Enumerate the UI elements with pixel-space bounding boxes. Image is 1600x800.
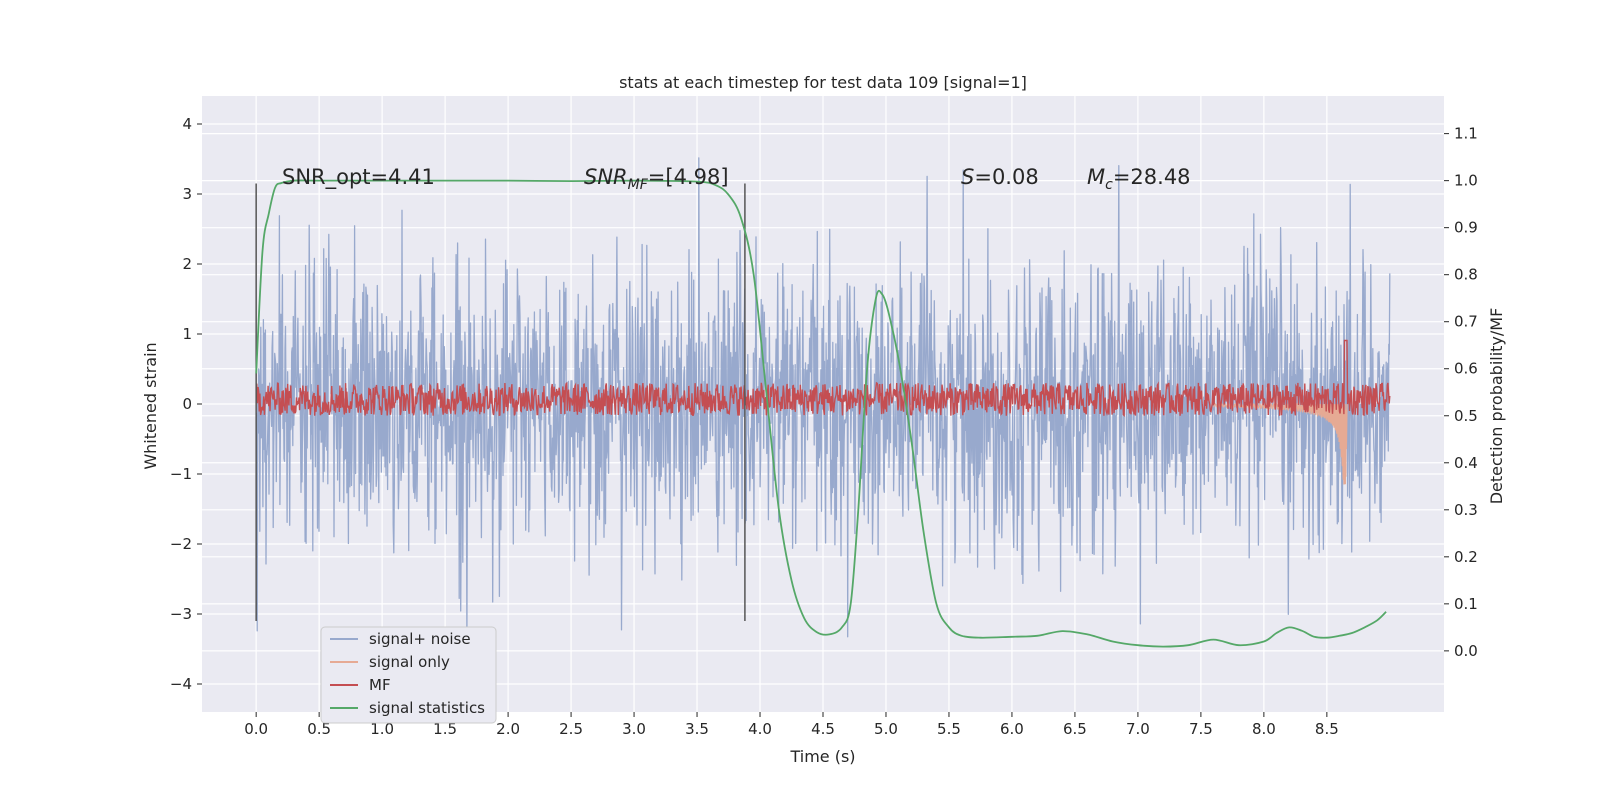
s-value: =0.08	[974, 165, 1038, 189]
s-name: S	[961, 165, 974, 189]
legend-label-signal-only: signal only	[369, 653, 450, 671]
y2-tick-label: 0.6	[1454, 360, 1478, 378]
series-signal-statistics	[255, 179, 1387, 648]
y-tick-label: 2	[182, 255, 192, 273]
annotation-s: S=0.08	[961, 165, 1039, 189]
y2-tick-label: 0.7	[1454, 313, 1478, 331]
x-axis-label: Time (s)	[789, 747, 855, 766]
legend-label-signal-statistics: signal statistics	[369, 699, 485, 717]
x-tick-label: 2.0	[496, 720, 520, 738]
y-tick-label: −1	[170, 465, 192, 483]
legend-label-mf: MF	[369, 676, 391, 694]
x-tick-label: 1.0	[370, 720, 394, 738]
x-tick-label: 8.0	[1252, 720, 1276, 738]
x-tick-label: 7.0	[1126, 720, 1150, 738]
mf-line	[255, 339, 1391, 418]
y-tick-label: −4	[170, 675, 192, 693]
series-mf	[255, 339, 1391, 418]
x-tick-label: 6.0	[1000, 720, 1024, 738]
mc-value: =28.48	[1113, 165, 1191, 189]
y2-axis-label: Detection probability/MF	[1487, 308, 1506, 505]
x-tick-label: 0.5	[307, 720, 331, 738]
y2-tick-label: 0.4	[1454, 454, 1478, 472]
chart-title: stats at each timestep for test data 109…	[619, 73, 1027, 92]
y-tick-label: −3	[170, 605, 192, 623]
x-tick-label: 6.5	[1063, 720, 1087, 738]
y2-tick-label: 0.9	[1454, 219, 1478, 237]
y2-tick-label: 0.0	[1454, 642, 1478, 660]
annotation-mc: Mc=28.48	[1087, 165, 1191, 193]
legend: signal+ noise signal only MF signal stat…	[320, 626, 497, 724]
y2-tick-label: 0.8	[1454, 266, 1478, 284]
y2-tick-label: 1.1	[1454, 125, 1478, 143]
x-tick-label: 8.5	[1315, 720, 1339, 738]
y2-tick-label: 0.5	[1454, 407, 1478, 425]
x-tick-label: 0.0	[244, 720, 268, 738]
y-tick-label: −2	[170, 535, 192, 553]
y-tick-label: 1	[182, 325, 192, 343]
y-tick-label: 0	[182, 395, 192, 413]
legend-label-signal-noise: signal+ noise	[369, 630, 471, 648]
annotation-snr-mf: SNRMF=[4.98]	[584, 165, 729, 193]
x-tick-label: 5.5	[937, 720, 961, 738]
x-tick-label: 3.5	[685, 720, 709, 738]
x-tick-label: 1.5	[433, 720, 457, 738]
y-tick-label: 4	[182, 115, 192, 133]
x-tick-label: 4.5	[811, 720, 835, 738]
snr-mf-subscript: MF	[628, 177, 649, 193]
legend-box	[320, 626, 497, 724]
y2-tick-label: 1.0	[1454, 172, 1478, 190]
snr-mf-name: SNR	[584, 165, 628, 189]
signal-statistics-line	[255, 179, 1387, 648]
detection-markers	[255, 183, 746, 621]
mc-name: M	[1087, 165, 1105, 189]
y-tick-label: 3	[182, 185, 192, 203]
axis-ticks: 0.0 0.5 1.0 1.5 2.0 2.5 3.0 3.5 4.0 4.5 5.0 5.5 6.0 6…	[170, 115, 1478, 738]
x-tick-label: 2.5	[559, 720, 583, 738]
mc-subscript: c	[1105, 177, 1113, 193]
annotation-snr-opt: SNR_opt=4.41	[282, 165, 435, 190]
x-tick-label: 4.0	[748, 720, 772, 738]
x-tick-label: 5.0	[874, 720, 898, 738]
y2-tick-label: 0.3	[1454, 501, 1478, 519]
x-tick-label: 3.0	[622, 720, 646, 738]
x-tick-label: 7.5	[1189, 720, 1213, 738]
y2-tick-label: 0.1	[1454, 595, 1478, 613]
snr-mf-value: =[4.98]	[648, 165, 729, 189]
y-axis-label: Whitened strain	[141, 342, 160, 469]
y2-tick-label: 0.2	[1454, 548, 1478, 566]
